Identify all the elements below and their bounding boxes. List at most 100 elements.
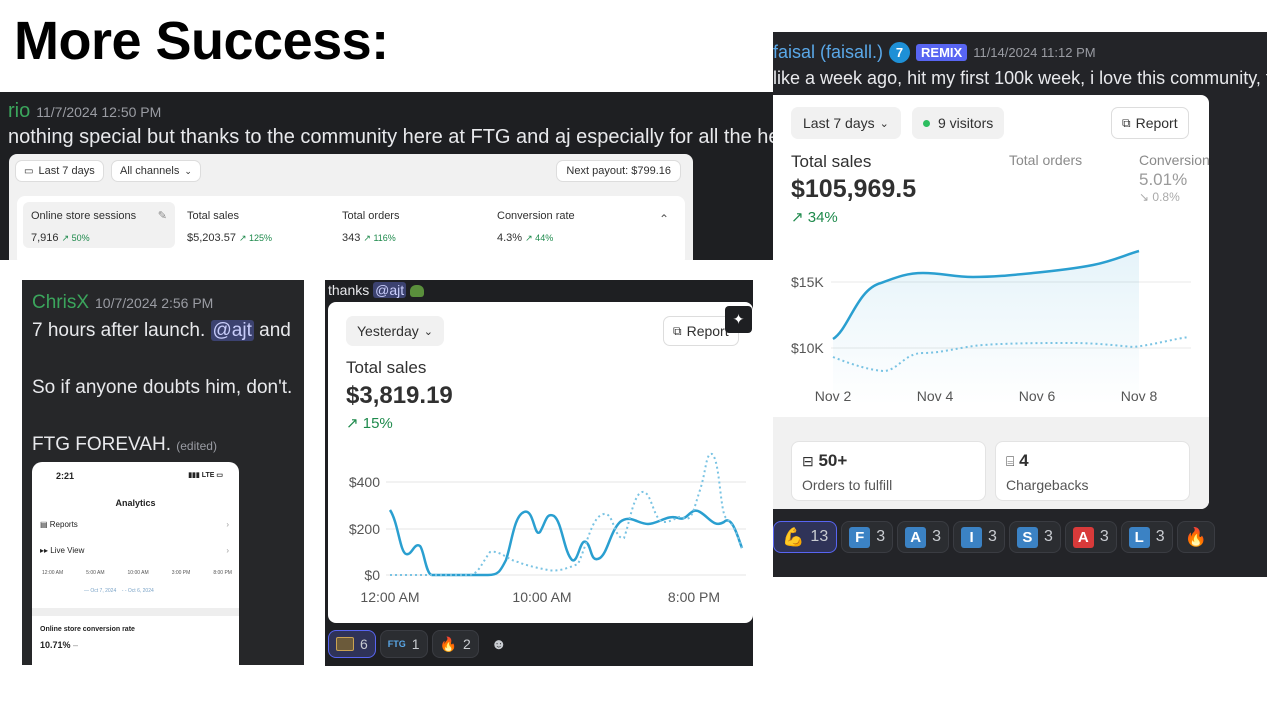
chargeback-value: 4	[1019, 451, 1029, 470]
axis-tick: 3:00 PM	[171, 570, 191, 576]
reaction-count: 1	[411, 636, 420, 652]
pepe-emoji-icon	[410, 285, 425, 298]
x-tick: 8:00 PM	[668, 589, 720, 605]
faisal-date-filter[interactable]: Last 7 days ⌄	[791, 107, 901, 139]
chevron-down-icon: ⌄	[423, 325, 433, 338]
mid-message-text: thanks	[328, 282, 374, 298]
faisal-visitors-badge[interactable]: 9 visitors	[912, 107, 1005, 139]
metric-change: ↗ 44%	[525, 233, 554, 243]
phone-status: ▮▮▮ LTE ▭	[188, 471, 223, 479]
phone-metric: 10.71% –	[40, 640, 78, 650]
chrisx-timestamp: 10/7/2024 2:56 PM	[95, 295, 214, 311]
reaction-fire[interactable]: 🔥	[1176, 521, 1216, 553]
rio-metric-orders[interactable]: Total orders 343 ↗ 116%	[340, 202, 490, 248]
phone-row-label: Live View	[50, 546, 85, 555]
reaction-count: 13	[810, 528, 829, 545]
mid-report-label: Report	[686, 323, 729, 339]
faisal-username[interactable]: faisal (faisall.)	[773, 42, 884, 62]
mid-reactions: 6 FTG 1 🔥 2 ☻	[328, 630, 515, 658]
metric-value: 4.3%	[497, 232, 523, 244]
inbox-icon: ⊟	[802, 453, 814, 469]
reaction-ftg[interactable]: FTG 1	[379, 630, 428, 658]
smiley-icon: ☻	[490, 635, 507, 653]
rio-analytics-card: ▭ Last 7 days All channels ⌄ Next payout: …	[9, 154, 693, 260]
faisal-date-filter-label: Last 7 days	[803, 115, 875, 131]
rio-username[interactable]: rio	[8, 100, 31, 122]
mid-total-label: Total sales	[346, 358, 427, 377]
axis-tick: 10:00 AM	[127, 570, 149, 576]
x-tick: Nov 2	[815, 388, 852, 404]
phone-row-liveview[interactable]: ▸▸ Live View	[40, 546, 84, 555]
rio-payout-label: Next payout: $799.16	[566, 165, 671, 177]
reaction-monitor[interactable]: 6	[328, 630, 376, 658]
add-reaction-button[interactable]: ☻	[483, 630, 515, 658]
live-view-icon: ▸▸	[40, 546, 51, 555]
rio-metric-sessions[interactable]: Online store sessions ✎ 7,916 ↗ 50%	[23, 202, 175, 248]
series-today-line	[388, 509, 744, 577]
chargeback-label: Chargebacks	[1006, 477, 1089, 493]
apps-icon[interactable]: ✦	[725, 306, 752, 333]
y-tick: $400	[349, 474, 380, 490]
letter-i-icon: I	[961, 526, 983, 548]
legend-label: Oct 6, 2024	[127, 588, 154, 594]
rio-channel-filter-label: All channels	[120, 165, 180, 177]
metric-label: Conversion rate	[497, 210, 575, 222]
faisal-stats-footer: ⊟ 50+ Orders to fulfill ⌸ 4 Chargebacks	[773, 417, 1209, 509]
axis-tick: 5:00 AM	[86, 570, 105, 576]
chevron-up-icon[interactable]: ⌃	[658, 212, 669, 226]
faisal-sales-chart: $15K $10K Nov 2 Nov 4 Nov 6 Nov 8	[791, 249, 1191, 405]
axis-tick: 8:00 PM	[213, 570, 232, 576]
rio-metrics-row: Online store sessions ✎ 7,916 ↗ 50% Tota…	[17, 196, 685, 260]
phone-metric-label: Online store conversion rate	[40, 626, 135, 633]
edit-icon[interactable]: ✎	[157, 210, 167, 222]
chargebacks-card[interactable]: ⌸ 4 Chargebacks	[995, 441, 1190, 501]
faisal-header: faisal (faisall.) 7 REMIX 11/14/2024 11:…	[773, 42, 1096, 63]
divider	[32, 608, 239, 616]
mid-date-filter[interactable]: Yesterday ⌄	[346, 316, 444, 346]
faisal-report-button[interactable]: ⧉ Report	[1111, 107, 1189, 139]
rio-timestamp: 11/7/2024 12:50 PM	[36, 104, 162, 120]
orders-to-fulfill-card[interactable]: ⊟ 50+ Orders to fulfill	[791, 441, 986, 501]
mention-ajt[interactable]: @ajt	[210, 320, 254, 341]
reaction-muscle[interactable]: 💪 13	[773, 521, 838, 553]
rio-metric-conversion[interactable]: Conversion rate 4.3% ↗ 44%	[495, 202, 645, 248]
phone-axis: 12:00 AM 5:00 AM 10:00 AM 3:00 PM 8:00 P…	[42, 570, 232, 576]
report-icon: ⧉	[673, 323, 682, 338]
chrisx-username[interactable]: ChrisX	[32, 292, 90, 313]
phone-title: Analytics	[115, 498, 156, 508]
reaction-fire[interactable]: 🔥 2	[431, 630, 479, 658]
rio-payout-button[interactable]: Next payout: $799.16	[556, 160, 681, 182]
chrisx-header: ChrisX 10/7/2024 2:56 PM	[32, 292, 213, 314]
chrisx-line1: 7 hours after launch. @ajt and	[32, 320, 291, 342]
letter-a-red-icon: A	[1072, 526, 1094, 548]
letter-a-icon: A	[905, 526, 927, 548]
calendar-icon: ▭	[24, 165, 34, 177]
mid-message: thanks @ajt	[328, 282, 425, 298]
mention-ajt[interactable]: @ajt	[373, 282, 407, 298]
reports-icon: ▤	[40, 520, 50, 529]
rio-metric-sales[interactable]: Total sales $5,203.57 ↗ 125%	[185, 202, 335, 248]
mid-date-filter-label: Yesterday	[357, 323, 419, 339]
reaction-count: 3	[1155, 528, 1165, 545]
y-tick: $10K	[791, 340, 824, 356]
rio-channel-filter[interactable]: All channels ⌄	[111, 160, 201, 182]
area-fill	[833, 251, 1139, 405]
x-tick: Nov 6	[1019, 388, 1056, 404]
faisal-timestamp: 11/14/2024 11:12 PM	[973, 45, 1096, 60]
fire-emoji-icon: 🔥	[439, 635, 458, 652]
rio-date-filter[interactable]: ▭ Last 7 days	[15, 160, 104, 182]
phone-network: LTE	[201, 472, 215, 479]
phone-metric-change: –	[73, 640, 79, 650]
rio-date-filter-label: Last 7 days	[38, 165, 95, 177]
metric-change: ↗ 50%	[61, 233, 90, 243]
phone-row-reports[interactable]: ▤ Reports	[40, 520, 78, 529]
phone-time: 2:21	[56, 471, 75, 481]
metric-label: Total orders	[342, 210, 400, 222]
chrisx-line3-text: FTG FOREVAH.	[32, 434, 171, 455]
